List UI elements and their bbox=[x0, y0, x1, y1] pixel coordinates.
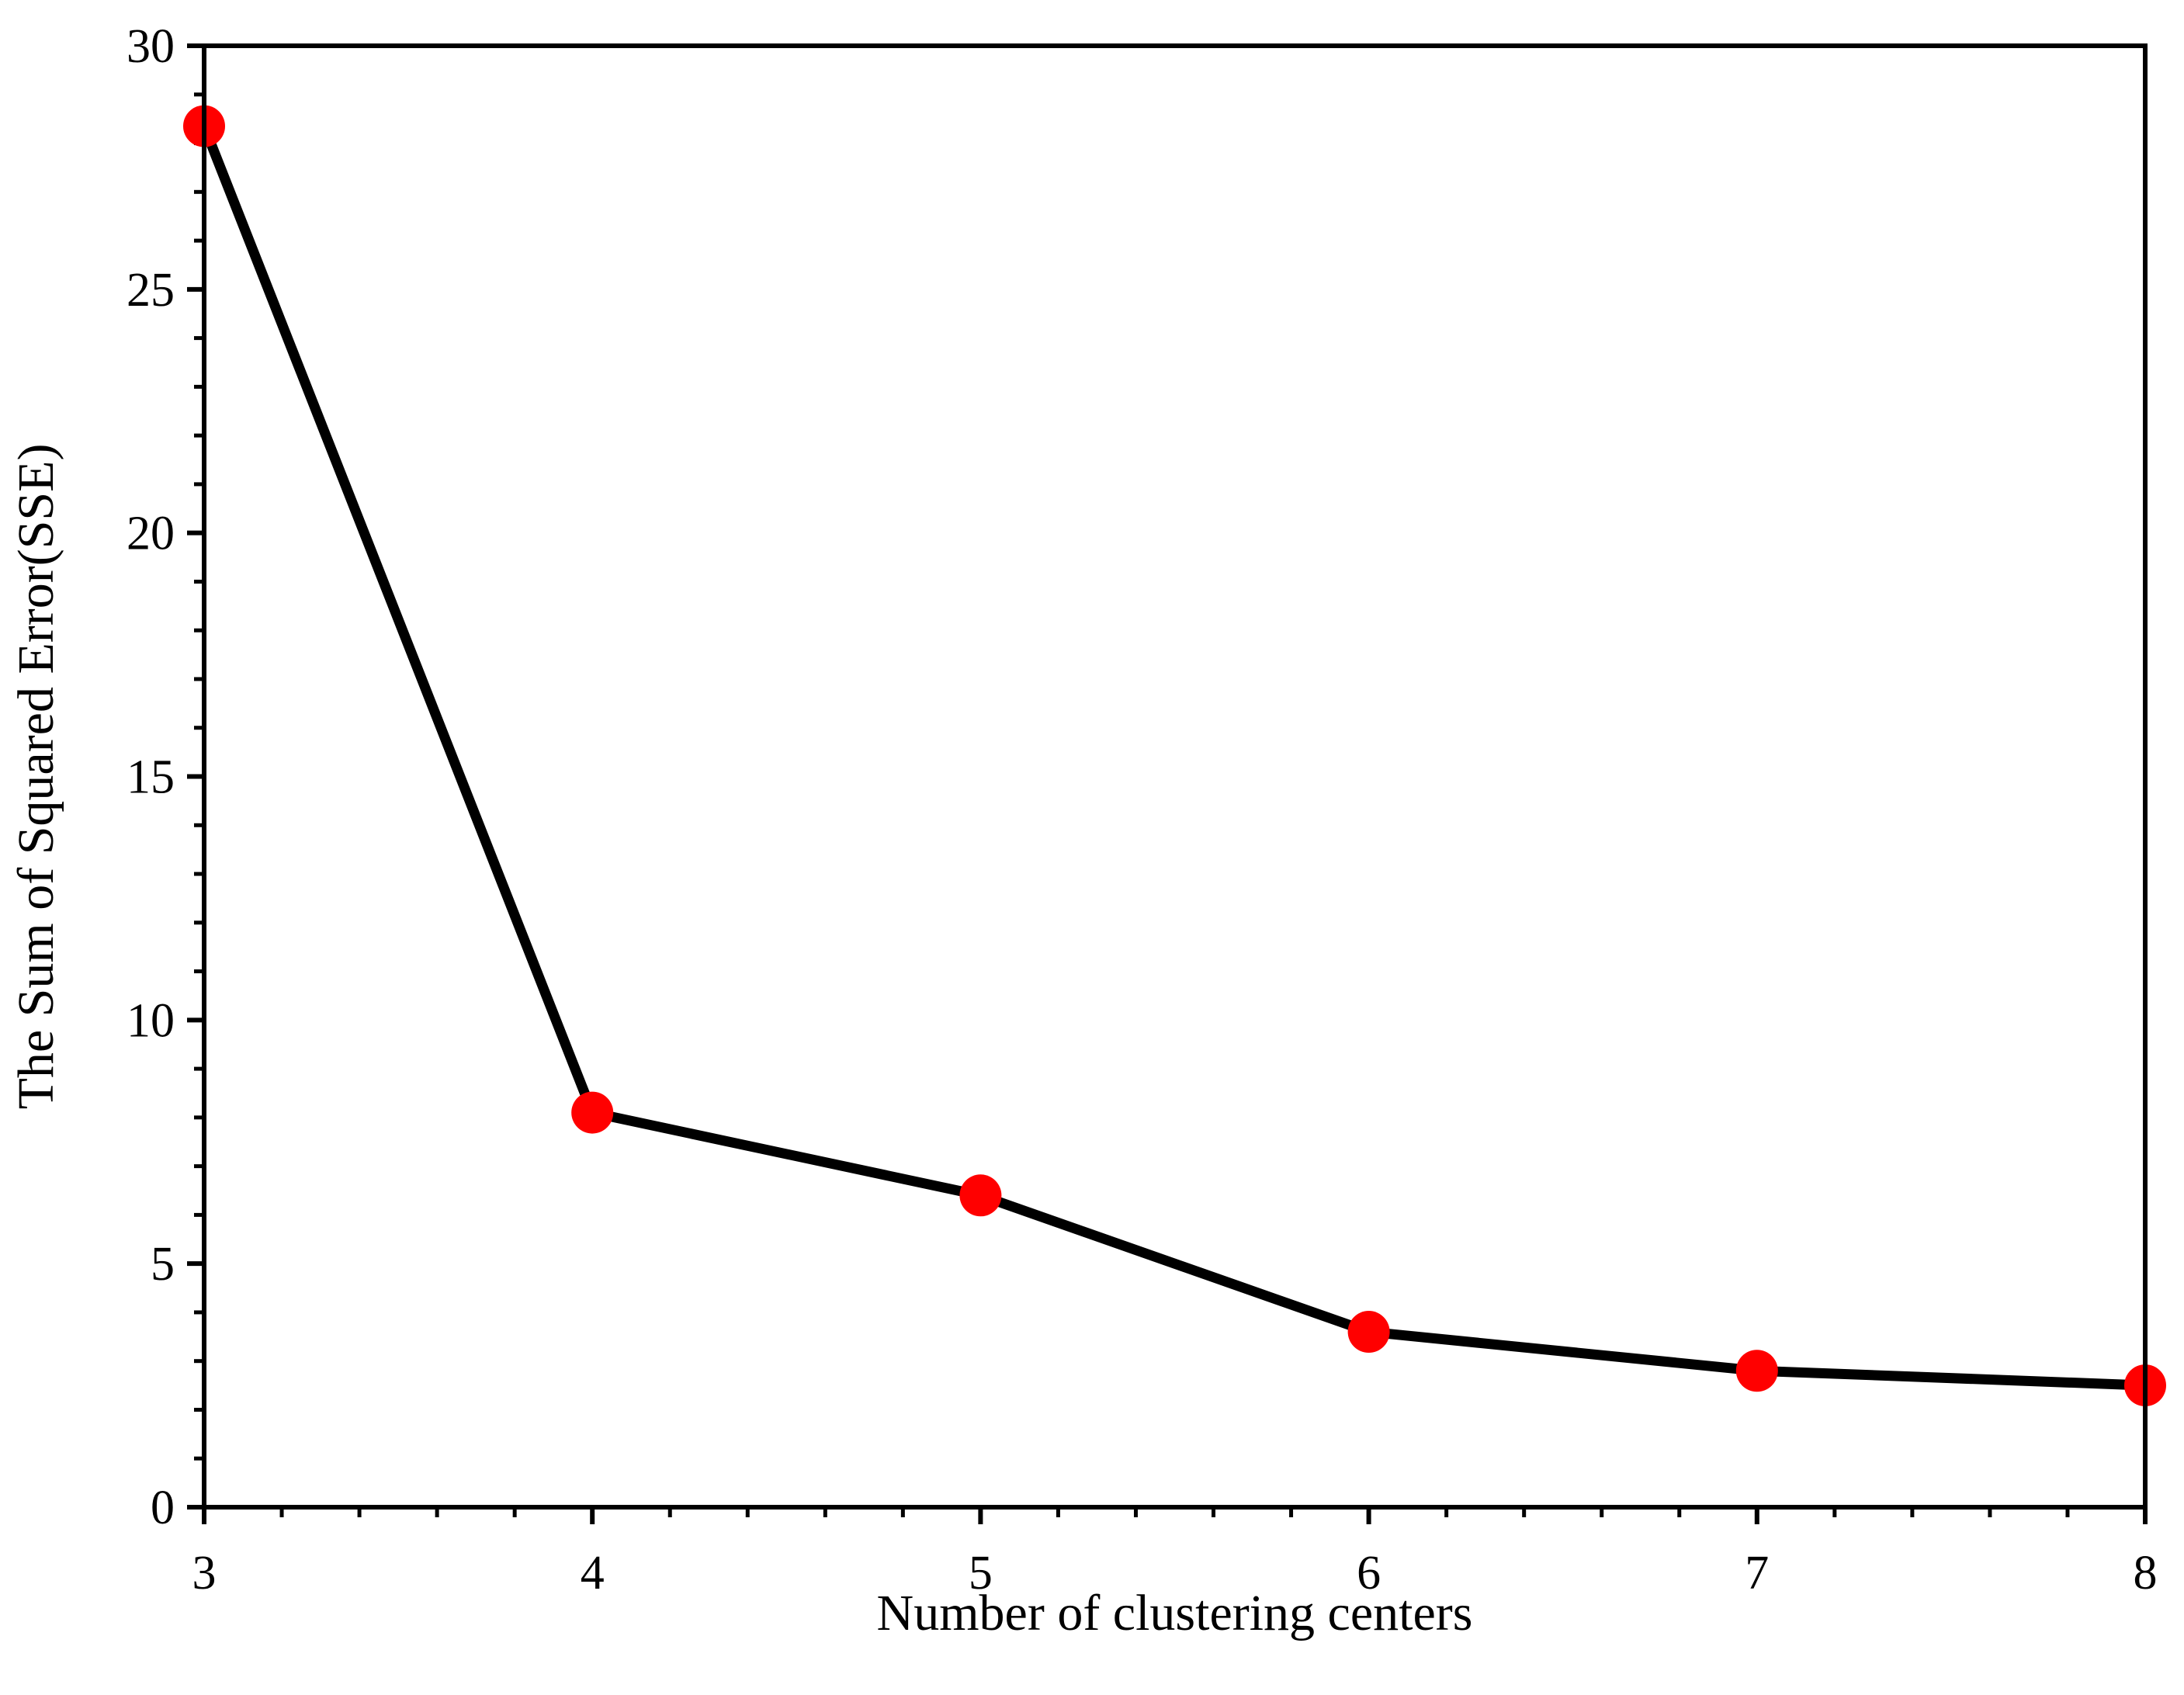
x-tick-label: 5 bbox=[969, 1547, 993, 1600]
data-point-marker bbox=[571, 1091, 614, 1134]
x-tick-label: 4 bbox=[581, 1547, 605, 1600]
y-tick-label: 0 bbox=[151, 1482, 175, 1534]
y-tick-labels: 0 5 10 15 20 25 30 bbox=[127, 20, 175, 1534]
y-axis-title: The Sum of Squared Error(SSE) bbox=[8, 444, 64, 1110]
x-tick-label: 7 bbox=[1745, 1547, 1769, 1600]
plot-frame bbox=[202, 43, 2148, 1510]
x-tick-label: 6 bbox=[1357, 1547, 1381, 1600]
y-tick-label: 20 bbox=[127, 508, 175, 560]
y-tick-label: 15 bbox=[127, 751, 175, 804]
x-tick-labels: 3 4 5 6 7 8 bbox=[192, 1547, 2158, 1600]
series-line bbox=[199, 124, 2146, 1391]
data-point-marker bbox=[959, 1174, 1002, 1217]
x-tick-label: 8 bbox=[2134, 1547, 2158, 1600]
y-tick-label: 5 bbox=[151, 1238, 175, 1291]
data-point-marker bbox=[1735, 1350, 1778, 1392]
y-tick-label: 25 bbox=[127, 264, 175, 317]
x-tick-label: 3 bbox=[192, 1547, 217, 1600]
y-tick-label: 10 bbox=[127, 994, 175, 1047]
y-tick-label: 30 bbox=[127, 20, 175, 73]
x-axis-title: Number of clustering centers bbox=[877, 1585, 1473, 1641]
data-point-marker bbox=[1347, 1311, 1390, 1354]
series-layer bbox=[183, 105, 2166, 1407]
major-ticks bbox=[187, 43, 2148, 1524]
